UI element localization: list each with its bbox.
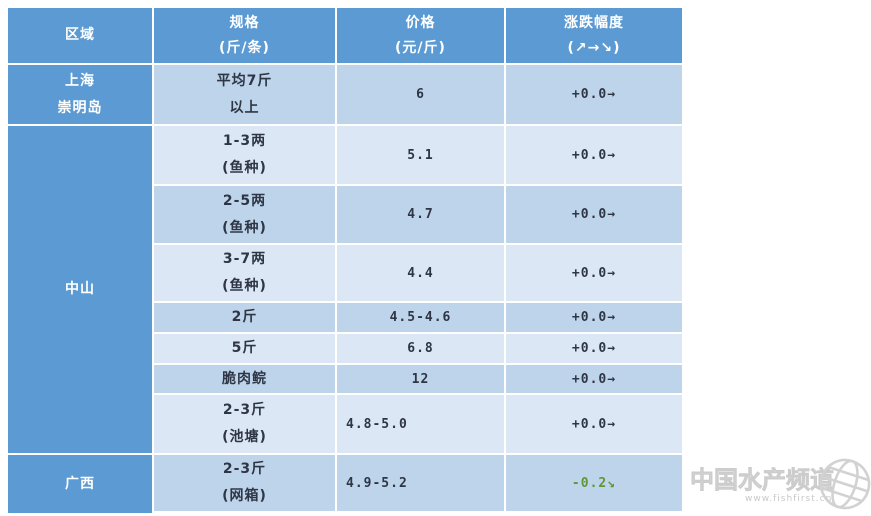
header-cell-price: 价格 (元/斤) bbox=[337, 8, 504, 63]
header-cell-region: 区域 bbox=[8, 8, 152, 63]
header-cell-spec: 规格 (斤/条) bbox=[154, 8, 335, 63]
header-sublabel: (↗→↘) bbox=[567, 39, 621, 56]
change-cell: +0.0→ bbox=[506, 395, 682, 453]
region-cell-zhongshan: 中山 bbox=[8, 126, 152, 453]
spec-cell: 2斤 bbox=[154, 303, 335, 332]
change-cell: +0.0→ bbox=[506, 65, 682, 124]
change-cell: +0.0→ bbox=[506, 303, 682, 332]
spec-cell: 1-3两 (鱼种) bbox=[154, 126, 335, 184]
price-cell: 4.8-5.0 bbox=[337, 395, 504, 453]
watermark-url: www.fishfirst.cn bbox=[745, 494, 833, 504]
change-cell: +0.0→ bbox=[506, 126, 682, 184]
header-label: 区域 bbox=[65, 27, 95, 43]
region-cell-guangxi: 广西 bbox=[8, 455, 152, 513]
price-cell: 4.9-5.2 bbox=[337, 455, 504, 511]
change-cell: +0.0→ bbox=[506, 365, 682, 393]
header-label: 规格 bbox=[229, 14, 260, 31]
price-table: 区域 规格 (斤/条) 价格 (元/斤) 涨跌幅度 (↗→↘) 上海 崇明岛 平… bbox=[8, 8, 682, 513]
price-cell: 6.8 bbox=[337, 334, 504, 363]
region-label: 中山 bbox=[65, 281, 95, 297]
region-cell-shanghai: 上海 崇明岛 bbox=[8, 65, 152, 124]
change-cell: +0.0→ bbox=[506, 245, 682, 301]
spec-cell: 2-3斤 (池塘) bbox=[154, 395, 335, 453]
price-cell: 4.4 bbox=[337, 245, 504, 301]
price-cell: 4.5-4.6 bbox=[337, 303, 504, 332]
spec-cell: 平均7斤 以上 bbox=[154, 65, 335, 124]
watermark: 中国水产频道 www.fishfirst.cn bbox=[690, 458, 871, 516]
spec-cell: 5斤 bbox=[154, 334, 335, 363]
header-label: 价格 bbox=[405, 14, 436, 31]
change-cell: +0.0→ bbox=[506, 334, 682, 363]
header-label: 涨跌幅度 bbox=[564, 14, 624, 31]
region-label: 上海 bbox=[65, 72, 95, 89]
watermark-title: 中国水产频道 bbox=[690, 466, 835, 495]
price-cell: 4.7 bbox=[337, 186, 504, 243]
change-cell: -0.2↘ bbox=[506, 455, 682, 511]
price-cell: 12 bbox=[337, 365, 504, 393]
change-cell: +0.0→ bbox=[506, 186, 682, 243]
header-sublabel: (斤/条) bbox=[219, 39, 270, 56]
region-label: 崇明岛 bbox=[57, 99, 103, 116]
spec-cell: 脆肉鲩 bbox=[154, 365, 335, 393]
spec-cell: 3-7两 (鱼种) bbox=[154, 245, 335, 301]
region-label: 广西 bbox=[65, 475, 95, 492]
spec-cell: 2-3斤 (网箱) bbox=[154, 455, 335, 511]
header-sublabel: (元/斤) bbox=[395, 39, 446, 56]
header-cell-change: 涨跌幅度 (↗→↘) bbox=[506, 8, 682, 63]
price-cell: 6 bbox=[337, 65, 504, 124]
spec-cell: 2-5两 (鱼种) bbox=[154, 186, 335, 243]
price-cell: 5.1 bbox=[337, 126, 504, 184]
globe-icon bbox=[819, 458, 871, 510]
